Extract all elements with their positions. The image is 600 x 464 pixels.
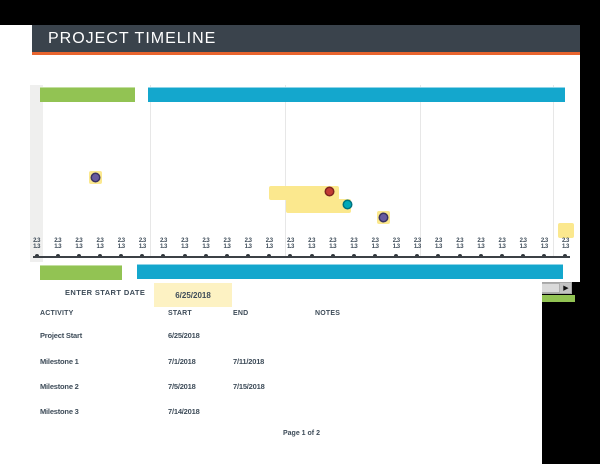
axis-tick: 2.3 1.3 — [242, 238, 255, 258]
axis-tick: 2.3 1.3 — [411, 238, 424, 258]
axis-tick: 2.3 1.3 — [390, 238, 403, 258]
axis-tick: 2.3 1.3 — [284, 238, 297, 258]
enter-start-date-label: ENTER START DATE — [65, 288, 146, 297]
chart-gridline — [553, 85, 554, 257]
table-cell[interactable]: Milestone 1 — [40, 357, 79, 366]
axis-tick: 2.3 1.3 — [93, 238, 106, 258]
chart-gridline — [150, 85, 151, 257]
axis-tick: 2.3 1.3 — [136, 238, 149, 258]
chart-gridline — [285, 85, 286, 257]
axis-tick: 2.3 1.3 — [453, 238, 466, 258]
axis-tick: 2.3 1.3 — [369, 238, 382, 258]
marker-project-start-dot — [92, 174, 99, 181]
table-header-cell: NOTES — [315, 310, 341, 317]
table-cell[interactable]: 7/5/2018 — [168, 382, 196, 391]
table-cell[interactable]: 6/25/2018 — [168, 331, 200, 340]
axis-tick: 2.3 1.3 — [347, 238, 360, 258]
bottom-bar-blue — [137, 264, 563, 279]
table-cell[interactable]: 7/11/2018 — [233, 357, 265, 366]
table-row: Milestone 2 7/5/2018 7/15/2018 — [0, 382, 542, 394]
table-cell[interactable]: 7/14/2018 — [168, 407, 200, 416]
axis-tick: 2.3 1.3 — [72, 238, 85, 258]
top-bar-green — [40, 87, 135, 102]
axis-tick: 2.3 1.3 — [220, 238, 233, 258]
table-header-cell: END — [233, 310, 249, 317]
axis-tick: 2.3 1.3 — [559, 238, 572, 258]
table-cell[interactable]: Milestone 2 — [40, 382, 79, 391]
table-cell[interactable]: Project Start — [40, 331, 82, 340]
axis-tick: 2.3 1.3 — [178, 238, 191, 258]
chart-left-strip — [30, 85, 43, 262]
page-title: PROJECT TIMELINE — [48, 29, 217, 47]
table-cell[interactable]: 7/1/2018 — [168, 357, 196, 366]
axis-tick: 2.3 1.3 — [263, 238, 276, 258]
table-cell[interactable]: Milestone 3 — [40, 407, 79, 416]
table-row: Milestone 3 7/14/2018 — [0, 407, 542, 419]
bottom-bar-green — [40, 265, 122, 280]
table-row: Milestone 1 7/1/2018 7/11/2018 — [0, 357, 542, 369]
date-axis-line — [33, 256, 570, 258]
table-header-row: ACTIVITY START END NOTES — [0, 310, 542, 322]
top-bar-blue — [148, 87, 565, 102]
timeline-chart: 2.3 1.3 2.3 1.3 2.3 1.3 2.3 1.3 2.3 1.3 2.3 1.3 2.3 1… — [28, 58, 576, 280]
marker-offscreen — [558, 223, 574, 238]
marker-milestone-2-dot — [344, 201, 351, 208]
scrollbar-right-arrow-icon[interactable]: ▶ — [561, 283, 571, 293]
marker-milestone-1 — [269, 186, 339, 200]
page-1-chart-sheet: PROJECT TIMELINE 2.3 1.3 2.3 1.3 2.3 1.3 2.3 1.… — [0, 25, 580, 302]
axis-tick: 2.3 1.3 — [51, 238, 64, 258]
axis-tick: 2.3 1.3 — [474, 238, 487, 258]
start-date-input[interactable]: 6/25/2018 — [154, 283, 232, 307]
axis-tick: 2.3 1.3 — [432, 238, 445, 258]
axis-tick: 2.3 1.3 — [305, 238, 318, 258]
page-number-footer: Page 1 of 2 — [283, 430, 320, 437]
table-header-cell: START — [168, 310, 192, 317]
axis-tick: 2.3 1.3 — [326, 238, 339, 258]
axis-tick: 2.3 1.3 — [157, 238, 170, 258]
marker-milestone-1-dot — [326, 188, 333, 195]
axis-tick: 2.3 1.3 — [115, 238, 128, 258]
axis-tick: 2.3 1.3 — [495, 238, 508, 258]
axis-tick: 2.3 1.3 — [30, 238, 43, 258]
date-axis-ticks: 2.3 1.3 2.3 1.3 2.3 1.3 2.3 1.3 2.3 1.3 2.3 1.3 2.3 1… — [30, 238, 572, 258]
marker-milestone-3-dot — [380, 214, 387, 221]
chart-gridline — [420, 85, 421, 257]
table-row: Project Start 6/25/2018 — [0, 331, 542, 343]
axis-tick: 2.3 1.3 — [517, 238, 530, 258]
table-header-cell: ACTIVITY — [40, 310, 74, 317]
axis-tick: 2.3 1.3 — [199, 238, 212, 258]
page-2-data-sheet — [0, 282, 542, 464]
axis-tick: 2.3 1.3 — [538, 238, 551, 258]
marker-milestone-2 — [286, 199, 351, 213]
title-bar: PROJECT TIMELINE — [32, 25, 580, 55]
table-cell[interactable]: 7/15/2018 — [233, 382, 265, 391]
